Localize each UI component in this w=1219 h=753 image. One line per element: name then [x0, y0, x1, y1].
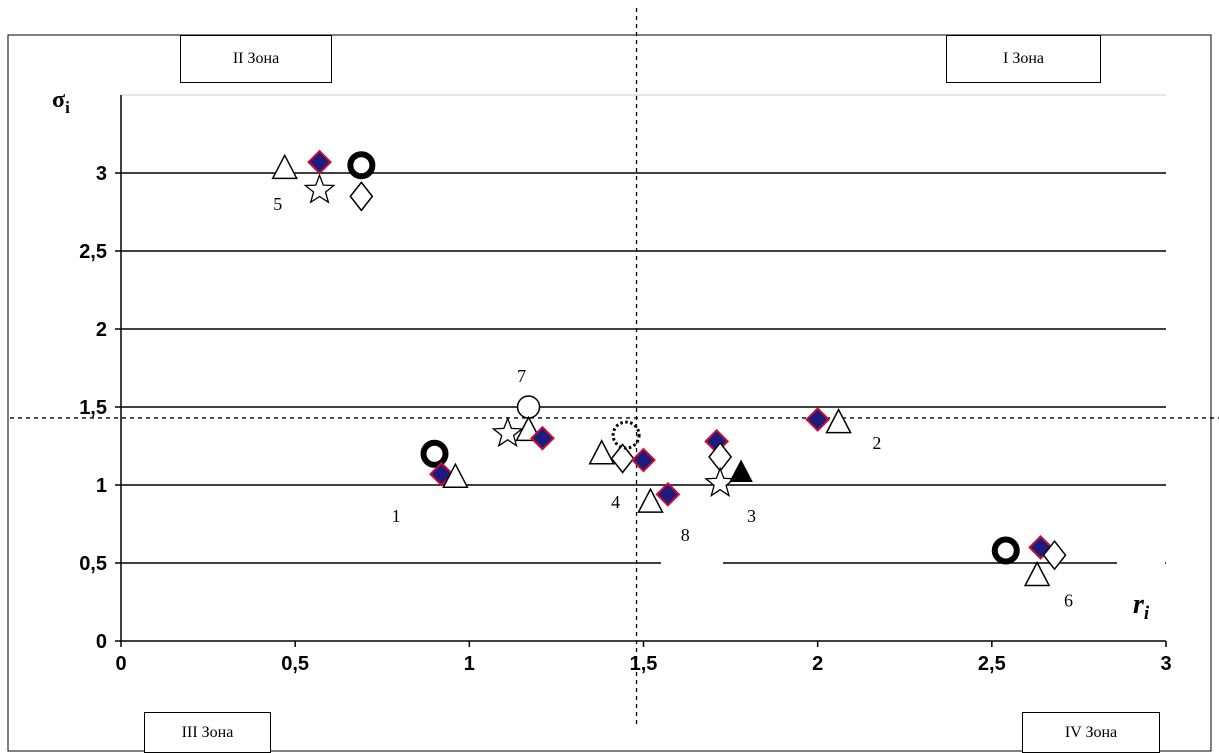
markers: [271, 149, 1067, 587]
zone-label-III: III Зона: [144, 712, 271, 753]
marker-ring-thick: [420, 439, 449, 468]
marker-star-open: [491, 416, 524, 448]
zone-label-IV: IV Зона: [1022, 712, 1160, 753]
y-tick-label: 2: [96, 319, 107, 341]
marker-diamond-filled: [530, 425, 555, 451]
y-axis-title-base: σ: [52, 87, 65, 113]
x-tick-label: 0: [115, 653, 126, 675]
y-tick-label: 3: [96, 163, 107, 185]
point-label: 1: [392, 506, 401, 526]
marker-triangle-open: [825, 407, 852, 434]
point-label: 3: [747, 506, 756, 526]
gridline-gap: [661, 561, 723, 565]
axes: 0 0,5 1 1,5 2 2,5 3 0 0,5 1 1,5 2 2,5 3: [79, 95, 1172, 675]
point-label: 4: [611, 492, 620, 512]
marker-triangle-open: [588, 439, 615, 465]
marker-diamond-open: [1042, 539, 1067, 571]
y-tick-label: 2,5: [79, 241, 107, 263]
threshold-lines: [10, 8, 1219, 728]
marker-star-open: [303, 173, 336, 204]
y-tick-label: 0: [96, 631, 107, 653]
marker-triangle-open: [271, 153, 298, 180]
gridlines: [121, 94, 1166, 565]
marker-diamond-open: [349, 181, 374, 212]
y-tick-label: 1,5: [79, 397, 107, 419]
marker-diamond-filled: [307, 149, 332, 175]
x-tick-label: 0,5: [281, 653, 309, 675]
marker-star-open: [704, 466, 737, 498]
x-tick-label: 1: [464, 653, 475, 675]
marker-triangle-open: [442, 462, 469, 488]
marker-diamond-filled: [655, 481, 681, 507]
marker-triangle-filled: [729, 459, 753, 483]
x-tick-label: 2,5: [978, 653, 1006, 675]
point-label: 2: [872, 433, 881, 453]
x-tick-label: 2: [812, 653, 823, 675]
zone-label-II: II Зона: [180, 35, 332, 83]
gridline-gap: [1117, 561, 1165, 565]
marker-diamond-filled: [805, 407, 831, 432]
y-axis-title: σi: [52, 87, 70, 117]
marker-triangle-open: [637, 487, 664, 513]
y-axis-title-sub: i: [65, 98, 70, 117]
point-label: 7: [517, 366, 526, 386]
y-tick-label: 1: [96, 475, 107, 497]
y-tick-label: 0,5: [79, 553, 107, 575]
chart-frame: [7, 34, 1212, 752]
x-tick-label: 1,5: [630, 653, 658, 675]
x-axis-title-sub: i: [1144, 603, 1150, 624]
x-axis-title: ri: [1133, 589, 1150, 624]
x-axis-title-base: r: [1133, 589, 1145, 620]
marker-ring-thick: [991, 536, 1020, 565]
marker-ring-thick: [347, 151, 376, 180]
marker-diamond-open: [610, 443, 635, 474]
marker-circle-dotted: [611, 420, 641, 450]
marker-diamond-filled: [631, 447, 656, 473]
x-tick-label: 3: [1160, 653, 1171, 675]
marker-triangle-open: [1023, 560, 1051, 587]
marker-circle-open: [516, 395, 541, 419]
point-label: 5: [273, 194, 282, 214]
point-labels: 1 2 3 4 5 6 7 8: [273, 194, 1073, 610]
point-label: 6: [1064, 590, 1073, 610]
point-label: 8: [681, 525, 690, 545]
zone-label-I: I Зона: [946, 35, 1101, 83]
